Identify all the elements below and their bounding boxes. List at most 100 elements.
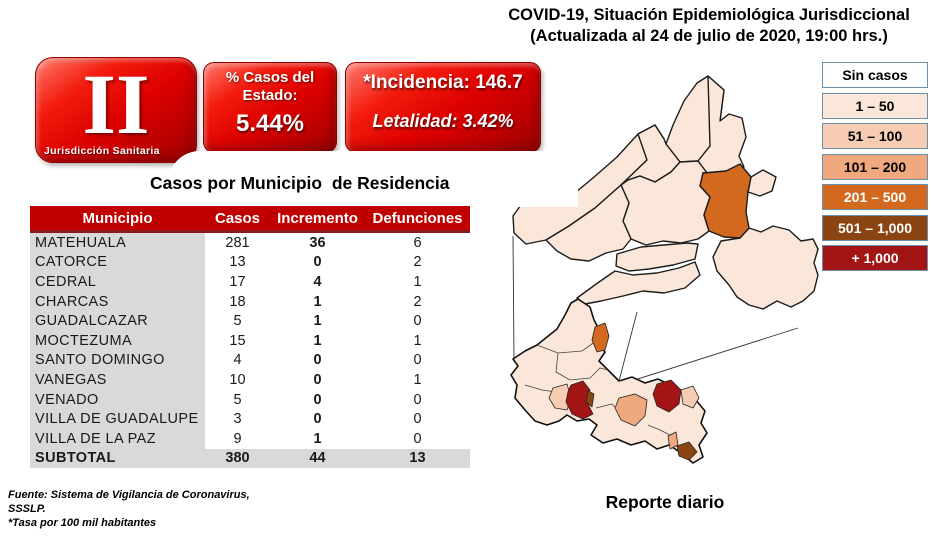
table-row: VILLA DE GUADALUPE 3 0 0 bbox=[30, 409, 470, 429]
municipio-cell: MOCTEZUMA bbox=[30, 330, 205, 351]
source-line2: SSSLP. bbox=[8, 503, 46, 515]
incremento-cell: 0 bbox=[313, 254, 322, 271]
defunciones-cell: 0 bbox=[413, 313, 422, 330]
state-cases-label2: Estado: bbox=[242, 87, 298, 104]
table-row: SANTO DOMINGO 4 0 0 bbox=[30, 350, 470, 371]
jurisdiction-map bbox=[510, 75, 819, 464]
map-municipality bbox=[615, 242, 699, 272]
casos-cell: 3 bbox=[233, 411, 242, 428]
map-connector-line bbox=[621, 327, 799, 385]
municipio-cell: CEDRAL bbox=[30, 272, 205, 292]
state-region-1000plus bbox=[652, 379, 682, 413]
incremento-cell: 1 bbox=[313, 293, 322, 310]
state-region-501-1000 bbox=[585, 390, 595, 408]
map-municipality-highlight bbox=[699, 163, 752, 239]
casos-cell: 17 bbox=[229, 273, 246, 290]
map-municipality bbox=[747, 169, 777, 197]
state-region-101-200 bbox=[614, 393, 648, 427]
incremento-cell: 36 bbox=[309, 234, 326, 251]
table-row: VILLA DE LA PAZ 9 1 0 bbox=[30, 428, 470, 449]
state-region-101-200 bbox=[667, 431, 679, 450]
white-card bbox=[168, 151, 578, 207]
state-inset-border bbox=[647, 424, 673, 437]
table-title: Casos por Municipio de Residencia bbox=[150, 173, 450, 193]
defunciones-cell: 2 bbox=[413, 293, 422, 310]
incremento-cell: 0 bbox=[313, 371, 322, 388]
map-connector-line bbox=[512, 235, 515, 361]
legend-item: 51 – 100 bbox=[822, 123, 928, 149]
legend-item: Sin casos bbox=[822, 62, 928, 88]
table-row: MATEHUALA 281 36 6 bbox=[30, 233, 470, 253]
state-cases-value: 5.44% bbox=[235, 110, 305, 137]
map-connector-line bbox=[618, 311, 638, 382]
municipio-cell: VILLA DE LA PAZ bbox=[30, 428, 205, 449]
municipio-cell: VILLA DE GUADALUPE bbox=[30, 409, 205, 429]
map-caption: Reporte diario bbox=[605, 492, 725, 512]
jurisdiction-label: Jurisdicción Sanitaria bbox=[44, 145, 160, 157]
casos-cell: 4 bbox=[233, 352, 242, 369]
municipio-cell: MATEHUALA bbox=[30, 233, 205, 253]
municipio-cell: CHARCAS bbox=[30, 291, 205, 312]
subtotal-label: SUBTOTAL bbox=[35, 450, 116, 467]
subtotal-defunciones: 13 bbox=[409, 450, 426, 467]
casos-cell: 281 bbox=[225, 234, 250, 251]
state-inset-border bbox=[555, 352, 609, 381]
table-row: CHARCAS 18 1 2 bbox=[30, 291, 470, 312]
defunciones-cell: 1 bbox=[413, 371, 422, 388]
municipio-cell: VENADO bbox=[30, 389, 205, 410]
casos-cell: 10 bbox=[229, 371, 246, 388]
state-region-501-1000 bbox=[676, 441, 698, 461]
map-municipality bbox=[576, 261, 701, 305]
jurisdiction-badge: II Jurisdicción Sanitaria bbox=[35, 57, 197, 163]
casos-cell: 9 bbox=[233, 430, 242, 447]
page-title: COVID-19, Situación Epidemiológica Juris… bbox=[488, 5, 930, 47]
defunciones-cell: 0 bbox=[413, 352, 422, 369]
letalidad-value: Letalidad: 3.42% bbox=[372, 111, 514, 131]
jurisdiction-numeral: II bbox=[82, 56, 150, 152]
defunciones-cell: 0 bbox=[413, 430, 422, 447]
legend: Sin casos 1 – 50 51 – 100 101 – 200 201 – 50… bbox=[822, 62, 928, 276]
casos-cell: 18 bbox=[229, 293, 246, 310]
state-cases-badge: % Casos del Estado: 5.44% bbox=[203, 62, 337, 153]
source-note: Fuente: Sistema de Vigilancia de Coronav… bbox=[8, 488, 250, 530]
defunciones-cell: 0 bbox=[413, 391, 422, 408]
casos-cell: 5 bbox=[233, 391, 242, 408]
incremento-cell: 0 bbox=[313, 352, 322, 369]
casos-cell: 5 bbox=[233, 313, 242, 330]
rates-badge: *Incidencia: 146.7 Letalidad: 3.42% bbox=[345, 62, 541, 153]
defunciones-cell: 6 bbox=[413, 234, 422, 251]
legend-item: 1 – 50 bbox=[822, 92, 928, 119]
casos-cell: 13 bbox=[229, 254, 246, 271]
municipio-cell: VANEGAS bbox=[30, 370, 205, 390]
source-line3: *Tasa por 100 mil habitantes bbox=[8, 517, 157, 529]
incremento-cell: 1 bbox=[313, 430, 322, 447]
incremento-cell: 0 bbox=[313, 391, 322, 408]
map-municipality bbox=[712, 225, 819, 310]
subtotal-incremento: 44 bbox=[309, 450, 326, 467]
state-region-51-100 bbox=[680, 385, 700, 409]
table-row: VANEGAS 10 0 1 bbox=[30, 370, 470, 390]
title-line1: COVID-19, Situación Epidemiológica Juris… bbox=[508, 6, 910, 24]
col-incremento: Incremento bbox=[277, 209, 358, 227]
table-row: CATORCE 13 0 2 bbox=[30, 252, 470, 273]
title-line2: (Actualizada al 24 de julio de 2020, 19:… bbox=[530, 27, 888, 45]
incremento-cell: 1 bbox=[313, 332, 322, 349]
incidencia-value: *Incidencia: 146.7 bbox=[363, 72, 523, 93]
table-row: GUADALCAZAR 5 1 0 bbox=[30, 311, 470, 331]
defunciones-cell: 2 bbox=[413, 254, 422, 271]
state-region-1000plus bbox=[565, 380, 594, 420]
state-region-201-500 bbox=[591, 322, 610, 353]
municipio-cell: GUADALCAZAR bbox=[30, 311, 205, 331]
incremento-cell: 0 bbox=[313, 411, 322, 428]
state-inset-outline bbox=[510, 298, 708, 464]
legend-item: 101 – 200 bbox=[822, 153, 928, 180]
legend-item: 201 – 500 bbox=[822, 184, 928, 210]
defunciones-cell: 1 bbox=[413, 273, 422, 290]
incremento-cell: 4 bbox=[313, 273, 322, 290]
subtotal-casos: 380 bbox=[225, 450, 250, 467]
col-casos: Casos bbox=[214, 209, 261, 227]
col-defunciones: Defunciones bbox=[372, 209, 463, 227]
state-cases-label1: % Casos del bbox=[225, 69, 315, 86]
state-inset-border bbox=[536, 340, 597, 354]
table-row: VENADO 5 0 0 bbox=[30, 389, 470, 410]
